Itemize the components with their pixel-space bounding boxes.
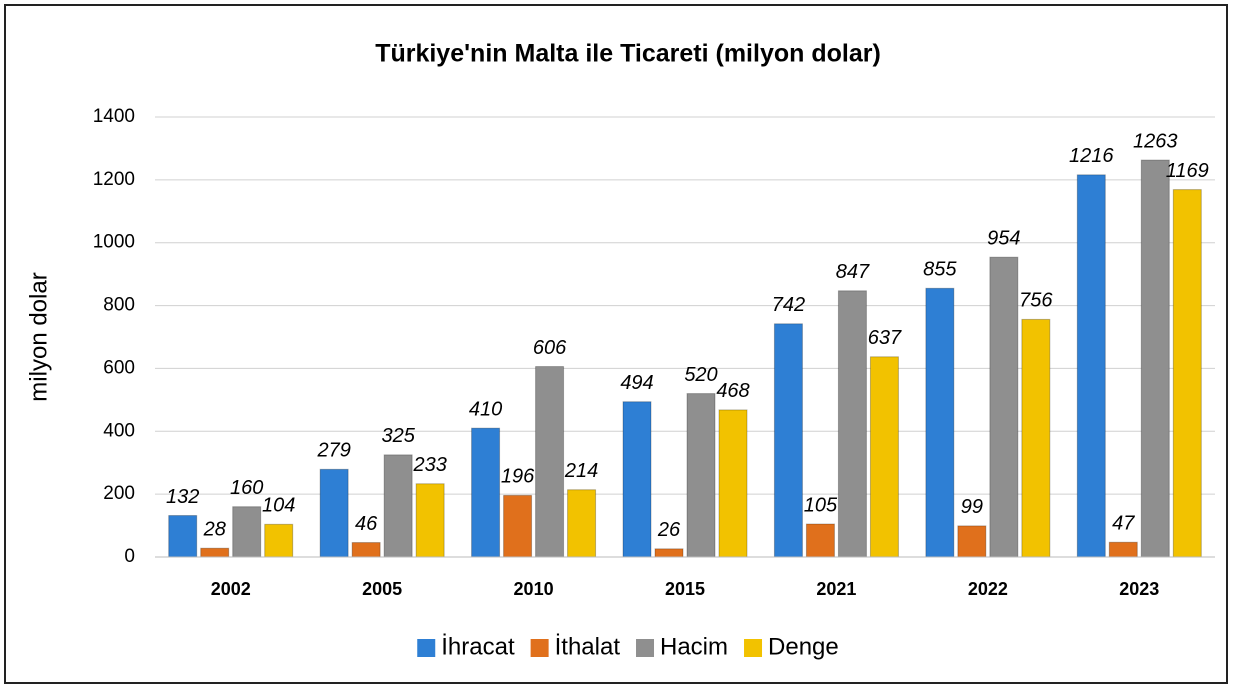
y-tick-label: 200 — [103, 483, 135, 504]
bar — [654, 548, 684, 558]
data-label: 1263 — [1133, 130, 1178, 152]
legend-label: İhracat — [441, 633, 515, 660]
bar — [805, 523, 835, 558]
data-label: 847 — [836, 261, 870, 283]
x-tick-label: 2015 — [665, 579, 705, 599]
x-tick-label: 2022 — [968, 579, 1008, 599]
bar — [503, 494, 533, 558]
bar — [773, 323, 803, 558]
data-label: 756 — [1019, 290, 1053, 312]
x-tick-label: 2021 — [816, 579, 856, 599]
bar — [622, 401, 652, 558]
data-label: 132 — [166, 486, 199, 508]
data-label: 214 — [564, 460, 598, 482]
data-label: 160 — [230, 477, 263, 499]
bar — [686, 393, 716, 558]
bar — [1108, 541, 1138, 558]
legend-swatch — [744, 639, 763, 657]
bar — [925, 287, 955, 558]
y-tick-label: 1000 — [93, 232, 135, 253]
bar — [837, 290, 867, 558]
data-label: 279 — [316, 440, 350, 462]
data-label: 28 — [203, 518, 226, 540]
data-label: 742 — [772, 294, 805, 316]
bar — [1021, 318, 1051, 558]
data-label: 325 — [381, 425, 415, 447]
y-tick-label: 600 — [103, 357, 135, 378]
bar — [718, 409, 748, 558]
x-tick-label: 2002 — [211, 579, 251, 599]
legend-swatch — [636, 639, 655, 657]
chart-title: Türkiye'nin Malta ile Ticareti (milyon d… — [375, 40, 881, 68]
bar — [567, 489, 597, 558]
y-tick-label: 400 — [103, 420, 135, 441]
bar — [989, 256, 1019, 558]
data-label: 954 — [987, 227, 1020, 249]
x-tick-label: 2023 — [1119, 579, 1159, 599]
data-label: 105 — [804, 494, 838, 516]
bar — [264, 523, 294, 558]
bar — [232, 506, 262, 558]
data-label: 468 — [716, 380, 749, 402]
bar — [351, 542, 381, 558]
x-tick-label: 2010 — [514, 579, 554, 599]
bar — [415, 483, 445, 558]
legend-label: Hacim — [660, 633, 728, 660]
bar — [1172, 189, 1202, 558]
data-label: 233 — [412, 454, 446, 476]
data-label: 606 — [533, 337, 567, 359]
data-label: 520 — [684, 364, 717, 386]
x-tick-label: 2005 — [362, 579, 402, 599]
legend-swatch — [417, 639, 436, 657]
data-label: 99 — [961, 496, 983, 518]
data-label: 47 — [1112, 513, 1135, 535]
bar — [957, 525, 987, 558]
y-tick-label: 1400 — [93, 106, 135, 127]
bar — [869, 356, 899, 558]
legend-label: İthalat — [555, 633, 621, 660]
bar — [319, 468, 349, 558]
data-label: 410 — [469, 398, 502, 420]
bar — [168, 515, 198, 558]
data-label: 494 — [620, 372, 653, 394]
data-label: 1216 — [1069, 145, 1114, 167]
data-label: 196 — [501, 466, 535, 488]
legend-swatch — [530, 639, 549, 657]
bar — [535, 366, 565, 558]
bar — [471, 427, 501, 558]
bar — [383, 454, 413, 558]
bar — [1140, 159, 1170, 558]
data-label: 1169 — [1166, 160, 1209, 182]
data-label: 46 — [355, 513, 378, 535]
data-label: 637 — [868, 327, 902, 349]
y-tick-label: 1200 — [93, 169, 135, 190]
legend-label: Denge — [768, 633, 839, 660]
data-label: 855 — [923, 259, 957, 281]
y-tick-label: 800 — [103, 295, 135, 316]
data-label: 104 — [262, 495, 295, 517]
data-label: 26 — [657, 519, 681, 541]
bar — [200, 547, 230, 558]
y-tick-label: 0 — [124, 546, 135, 567]
bar — [1076, 174, 1106, 558]
y-axis-label: milyon dolar — [25, 272, 52, 401]
